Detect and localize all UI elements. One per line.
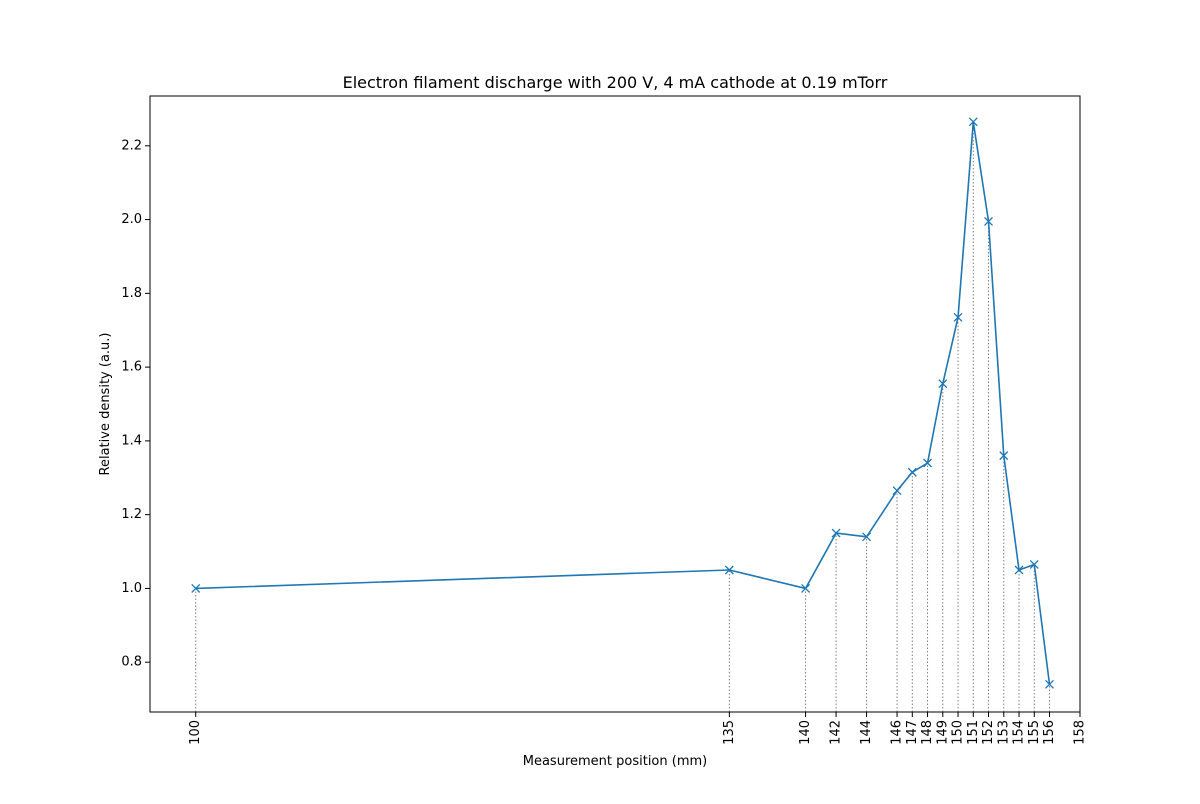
y-tick-label: 2.2	[121, 138, 142, 153]
x-axis-label: Measurement position (mm)	[523, 754, 707, 769]
y-tick-label: 2.0	[121, 212, 142, 227]
x-tick-label: 135	[722, 720, 737, 745]
data-point	[968, 117, 978, 127]
data-point	[892, 486, 902, 496]
x-tick-label: 158	[1073, 720, 1088, 745]
y-axis: 0.8 1.0 1.2 1.4 1.6 1.8 2.0 2.2	[121, 138, 150, 670]
x-tick-label: 146	[890, 720, 905, 745]
x-tick-label: 156	[1042, 720, 1057, 745]
data-point	[862, 532, 872, 542]
x-tick-label: 142	[829, 720, 844, 745]
y-tick-label: 1.4	[121, 433, 142, 448]
y-axis-label: Relative density (a.u.)	[98, 333, 113, 476]
y-tick-label: 1.2	[121, 507, 142, 522]
x-tick-label: 153	[996, 720, 1011, 745]
x-tick-label: 149	[935, 720, 950, 745]
data-point	[724, 565, 734, 575]
y-tick-label: 1.8	[121, 286, 142, 301]
data-point	[984, 216, 993, 226]
y-tick-label: 1.6	[121, 360, 142, 375]
x-tick-label: 100	[188, 720, 203, 745]
data-point	[907, 467, 917, 477]
data-point	[1029, 559, 1039, 569]
y-tick-label: 0.8	[121, 655, 142, 670]
chart-title: Electron filament discharge with 200 V, …	[343, 73, 888, 92]
data-point	[923, 458, 933, 468]
x-tick-label: 154	[1012, 720, 1027, 745]
x-tick-label: 147	[905, 720, 920, 745]
data-point	[938, 379, 948, 389]
x-tick-label: 140	[798, 720, 813, 745]
data-point	[831, 528, 841, 538]
x-tick-label: 152	[981, 720, 996, 745]
data-point	[191, 583, 201, 593]
plot-frame	[149, 95, 1081, 713]
data-point	[1014, 565, 1024, 575]
data-point	[999, 451, 1009, 461]
data-point	[1045, 679, 1054, 689]
x-axis: 100 135 140 142 144 146 147 148 149 150 151 152 153 1…	[188, 712, 1088, 745]
x-tick-label: 148	[920, 720, 935, 745]
series-line	[195, 121, 1051, 685]
data-point	[801, 583, 811, 593]
x-tick-label: 155	[1027, 720, 1042, 745]
y-tick-label: 1.0	[121, 581, 142, 596]
x-tick-label: 150	[951, 720, 966, 745]
x-tick-label: 151	[966, 720, 981, 745]
x-tick-label: 144	[859, 720, 874, 745]
data-point	[953, 312, 963, 322]
